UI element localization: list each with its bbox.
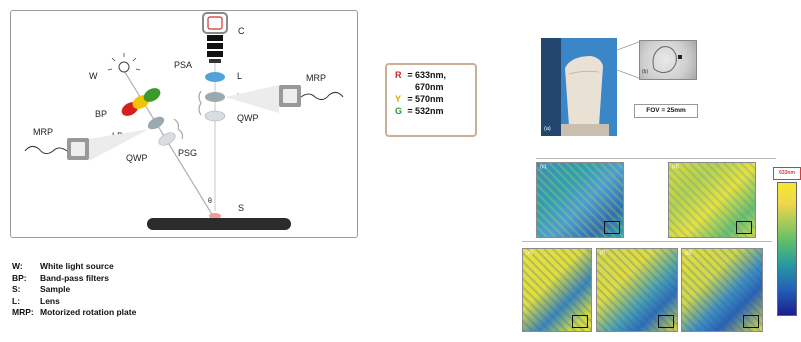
legend-row: BP: Band-pass filters — [12, 272, 109, 283]
light-source-icon — [107, 53, 141, 73]
label-qwp-right: QWP — [237, 113, 259, 123]
divider — [536, 158, 776, 159]
photo-tag-b: (b) — [642, 69, 649, 75]
legend-row: S: Sample — [12, 284, 71, 294]
linear-polarizer-detect — [205, 92, 225, 102]
label-psa: PSA — [174, 60, 192, 70]
label-mrp-right: MRP — [306, 73, 326, 83]
map-g: (g) — [681, 248, 763, 332]
label-s: S — [238, 203, 244, 213]
mrp-right-beam — [225, 85, 279, 113]
fov-label: FOV = 25mm — [634, 104, 698, 118]
label-qwp-left: QWP — [126, 153, 148, 163]
filter-wavelength-box: R = 633nm, 670nm Y = 570nm G = 532nm — [385, 63, 477, 137]
quarter-wave-plate-illum — [158, 132, 176, 146]
colorbar — [777, 182, 797, 316]
tissue-closeup-photo: (b) — [639, 40, 697, 80]
filter-row-yellow: Y = 570nm — [395, 94, 444, 104]
legend-row: L: Lens — [12, 295, 60, 306]
linear-polarizer-illum — [147, 116, 165, 130]
quarter-wave-plate-detect — [204, 110, 226, 122]
lens-ellipse — [205, 72, 225, 82]
mrp-left-beam — [89, 129, 149, 161]
band-pass-filters — [121, 88, 161, 116]
setup-diagram: C PSA L LP QWP MRP W — [10, 10, 358, 238]
psa-bracket — [198, 90, 202, 116]
map-d: (d) — [668, 162, 756, 238]
label-c: C — [238, 26, 245, 36]
setup-svg: C PSA L LP QWP MRP W — [24, 12, 344, 230]
legend-row: W: White light source — [12, 261, 114, 271]
label-theta: θ — [208, 198, 212, 205]
divider — [522, 241, 772, 242]
mrp-right-cable — [300, 91, 344, 101]
label-w: W — [89, 71, 98, 81]
zoom-lines — [617, 41, 640, 79]
map-f: (f) — [596, 248, 678, 332]
psg-bracket — [173, 118, 184, 140]
map-c: (c) — [536, 162, 624, 238]
label-bp: BP — [95, 109, 107, 119]
sample-photo: (a) — [541, 38, 617, 136]
colorbar-label: 633nm — [773, 167, 801, 180]
map-e: (e) — [522, 248, 592, 332]
filter-row-green: G = 532nm — [395, 106, 444, 116]
sample-stage — [147, 218, 291, 230]
label-mrp-left: MRP — [33, 127, 53, 137]
photo-tag-a: (a) — [544, 126, 551, 132]
illumination-spot — [209, 213, 221, 219]
filter-row-red-2: 670nm — [415, 82, 444, 92]
legend-row: MRP: Motorized rotation plate — [12, 307, 137, 317]
label-l: L — [237, 71, 242, 81]
camera-icon — [202, 12, 228, 63]
component-legend: W: White light source BP: Band-pass filter… — [12, 261, 136, 319]
mrp-left-cable — [24, 145, 68, 155]
filter-row-red: R = 633nm, — [395, 70, 447, 80]
label-psg: PSG — [178, 148, 197, 158]
